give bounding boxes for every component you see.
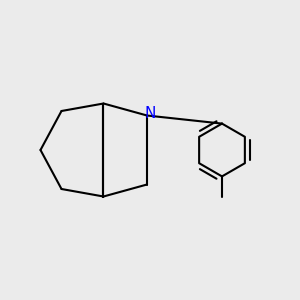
Text: N: N: [144, 106, 156, 121]
